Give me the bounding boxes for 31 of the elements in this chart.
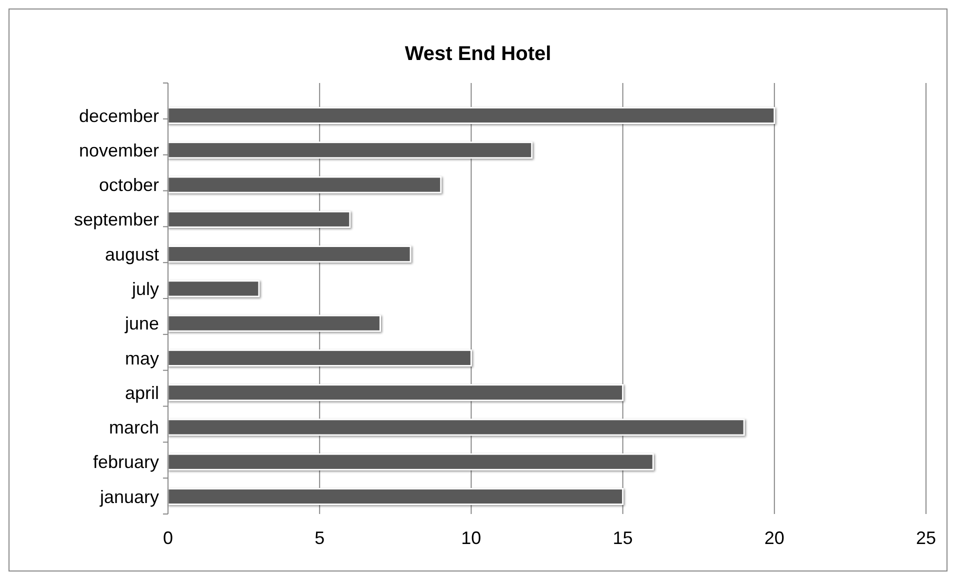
- y-tick-label: june: [124, 314, 159, 334]
- bar: [167, 246, 412, 263]
- x-tick-label: 20: [764, 528, 784, 548]
- x-tick-label: 15: [612, 528, 633, 548]
- y-tick-label: may: [124, 348, 159, 368]
- chart-title: West End Hotel: [404, 43, 552, 65]
- y-tick-label: april: [124, 382, 159, 403]
- y-tick-label: september: [74, 210, 159, 230]
- x-tick-label: 0: [162, 528, 174, 548]
- bar: [167, 106, 776, 124]
- y-tick-label: december: [78, 106, 159, 126]
- y-tick-label: march: [108, 418, 159, 438]
- bar: [167, 349, 472, 366]
- y-tick-label: november: [78, 140, 159, 160]
- y-tick-label: february: [92, 452, 159, 472]
- bar: [167, 176, 442, 194]
- y-tick-label: january: [98, 486, 159, 507]
- bar: [167, 488, 624, 506]
- bar: [167, 142, 533, 159]
- x-tick-label: 25: [916, 528, 936, 548]
- x-tick-label: 5: [314, 528, 325, 548]
- bar: [167, 453, 654, 470]
- bar: [167, 418, 745, 436]
- y-tick-label: october: [98, 175, 159, 196]
- bar: [167, 280, 260, 298]
- x-tick-label: 10: [461, 528, 482, 548]
- bar: [167, 210, 351, 228]
- y-tick-label: august: [104, 244, 159, 264]
- bar: [167, 384, 624, 402]
- bar: [167, 314, 381, 332]
- y-tick-label: july: [130, 278, 159, 299]
